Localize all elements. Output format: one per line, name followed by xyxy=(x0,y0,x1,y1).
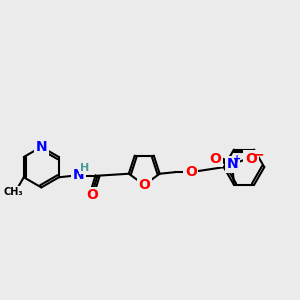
Text: +: + xyxy=(233,154,242,164)
Text: O: O xyxy=(86,188,98,203)
Text: CH₃: CH₃ xyxy=(4,187,23,197)
Text: N: N xyxy=(35,140,47,154)
Text: O: O xyxy=(209,152,221,166)
Text: −: − xyxy=(252,147,264,161)
Text: O: O xyxy=(185,165,197,179)
Text: O: O xyxy=(138,178,150,192)
Text: N: N xyxy=(226,158,238,171)
Text: N: N xyxy=(72,168,84,182)
Text: H: H xyxy=(80,163,90,173)
Text: O: O xyxy=(245,152,257,166)
